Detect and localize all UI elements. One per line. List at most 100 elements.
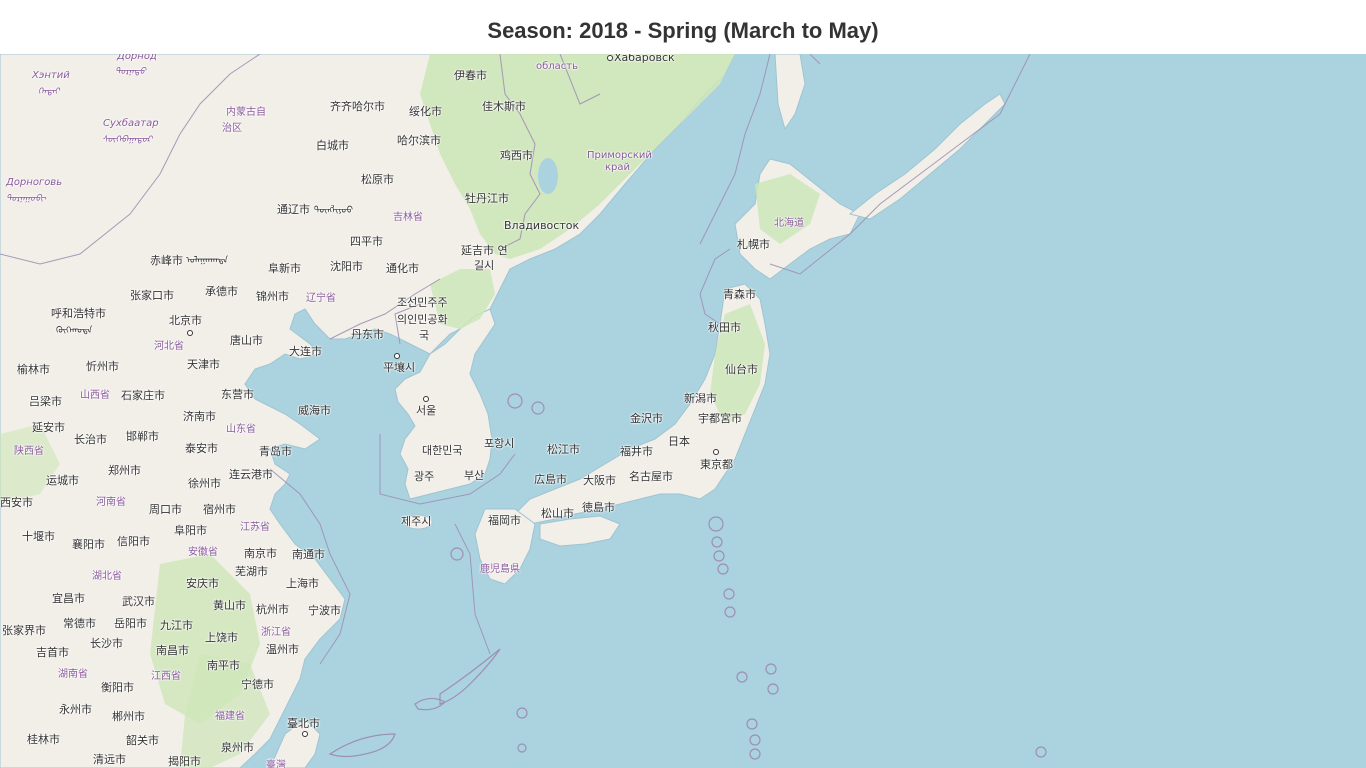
label-city: 武汉市 [122,595,155,608]
label-city: 常德市 [63,617,96,630]
label-region: 辽宁省 [306,293,336,304]
label-city: 呼和浩特市 [51,307,106,320]
label-city: 鸡西市 [500,149,533,162]
label-city: 清远市 [93,753,126,766]
shikoku-landmass [539,515,621,547]
label-city: 上饶市 [205,631,238,644]
label-region: Сухбаатар [103,118,159,129]
label-city: 连云港市 [229,468,273,481]
label-city: 东营市 [221,388,254,401]
label-city: 青岛市 [259,445,292,458]
label-city: 札幌市 [737,238,770,251]
label-region: 江苏省 [240,522,270,533]
label-city: 白城市 [316,139,349,152]
island-outlines [328,393,1047,760]
label-city: 通辽市 [277,203,310,216]
label-city: 宁德市 [241,678,274,691]
label-region: 江西省 [151,671,181,682]
label-city: 青森市 [723,288,756,301]
label-city: 锦州市 [256,290,289,303]
label-region: 内蒙古自 [226,107,266,118]
label-city: 제주시 [401,515,432,528]
label-city: 信阳市 [117,535,150,548]
label-city: 伊春市 [454,69,487,82]
label-city: 名古屋市 [629,470,673,483]
label-city: 张家口市 [130,289,174,302]
forest-area [420,54,735,259]
label-city: 十堰市 [22,530,55,543]
label-city: 大阪市 [583,474,616,487]
label-region: область [536,61,579,72]
label-city: 大连市 [289,345,322,358]
label-city: 衡阳市 [101,681,134,694]
label-city: 徐州市 [188,477,221,490]
label-city: 대한민국 [422,444,463,457]
label-city: 秋田市 [708,321,741,334]
label-city: 郴州市 [112,710,145,723]
label-region: 湖南省 [58,669,88,680]
label-city: 佳木斯市 [482,100,526,113]
label-city: 阜新市 [268,262,301,275]
label-city: 南京市 [244,547,277,560]
label-city: 上海市 [286,577,319,590]
label-city: 부산 [464,469,485,482]
label-city: 天津市 [187,358,220,371]
label-city: 岳阳市 [114,617,147,630]
label-city: 宜昌市 [52,592,85,605]
label-mongolian: ᠬᠥᠬᠡᠬᠣᠲᠠ [56,326,93,336]
label-region: 河南省 [96,497,126,508]
label-city: 张家界市 [2,624,46,637]
label-city: 杭州市 [256,603,289,616]
label-city: 揭阳市 [168,755,201,768]
label-city: Хабаровск [614,54,675,64]
page-title: Season: 2018 - Spring (March to May) [487,18,879,43]
label-city: 济南市 [183,410,216,423]
label-mongolian: ᠲᠦᠩᠯᠢᠶᠣᠤ [314,206,353,216]
label-city: 通化市 [386,262,419,275]
label-city: 赤峰市 [150,254,183,267]
label-city: 榆林市 [17,363,50,376]
label-city: 新潟市 [684,392,717,405]
label-city: 길시 [474,259,495,272]
label-city: 延吉市 연 [461,244,508,257]
label-region: Приморский [587,150,652,161]
label-city: 绥化市 [409,105,442,118]
label-region: 北海道 [774,218,804,229]
label-city: 牡丹江市 [465,192,509,205]
label-city: 永州市 [59,703,92,716]
label-city: 运城市 [46,474,79,487]
label-city: 日本 [668,435,690,448]
label-city: Владивосток [504,219,580,232]
label-city: 松江市 [547,443,580,456]
label-region: 福建省 [215,711,245,722]
label-city: 长治市 [74,433,107,446]
label-city: 泰安市 [185,442,218,455]
label-region: Дорнод [117,54,157,62]
label-city: 承德市 [205,285,238,298]
kuril-islands [848,93,1006,220]
label-city: 安庆市 [186,577,219,590]
map-view[interactable]: автономная область Приморский край 内蒙古自 … [0,54,1366,768]
label-region: Дорноговь [6,177,63,188]
label-city: 韶关市 [126,734,159,747]
label-city: 齐齐哈尔市 [330,100,385,113]
label-city: 東京都 [700,458,733,471]
label-city: 长沙市 [90,637,123,650]
forest-area [0,424,60,504]
header: Season: 2018 - Spring (March to May) [0,0,1366,54]
label-city: 吉林省 [393,212,423,223]
label-city: 吉首市 [36,646,69,659]
label-city: 哈尔滨市 [397,134,441,147]
label-city: 桂林市 [27,733,60,746]
korea-landmass [394,308,496,500]
label-city: 広島市 [534,473,567,486]
label-mongolian: ᠳᠣᠷᠨᠠᠭᠣᠪᠢ [6,194,46,204]
label-city: 吕梁市 [29,395,62,408]
honshu-landmass [514,283,771,525]
label-city: 南通市 [292,548,325,561]
map-tiles [0,54,1366,768]
forest-area [180,654,270,768]
label-mongolian: ᠰᠦᠬᠡᠪᠠᠭᠠᠲᠤᠷ [102,135,153,145]
label-region: 陕西省 [14,446,44,457]
label-city: 松山市 [541,507,574,520]
